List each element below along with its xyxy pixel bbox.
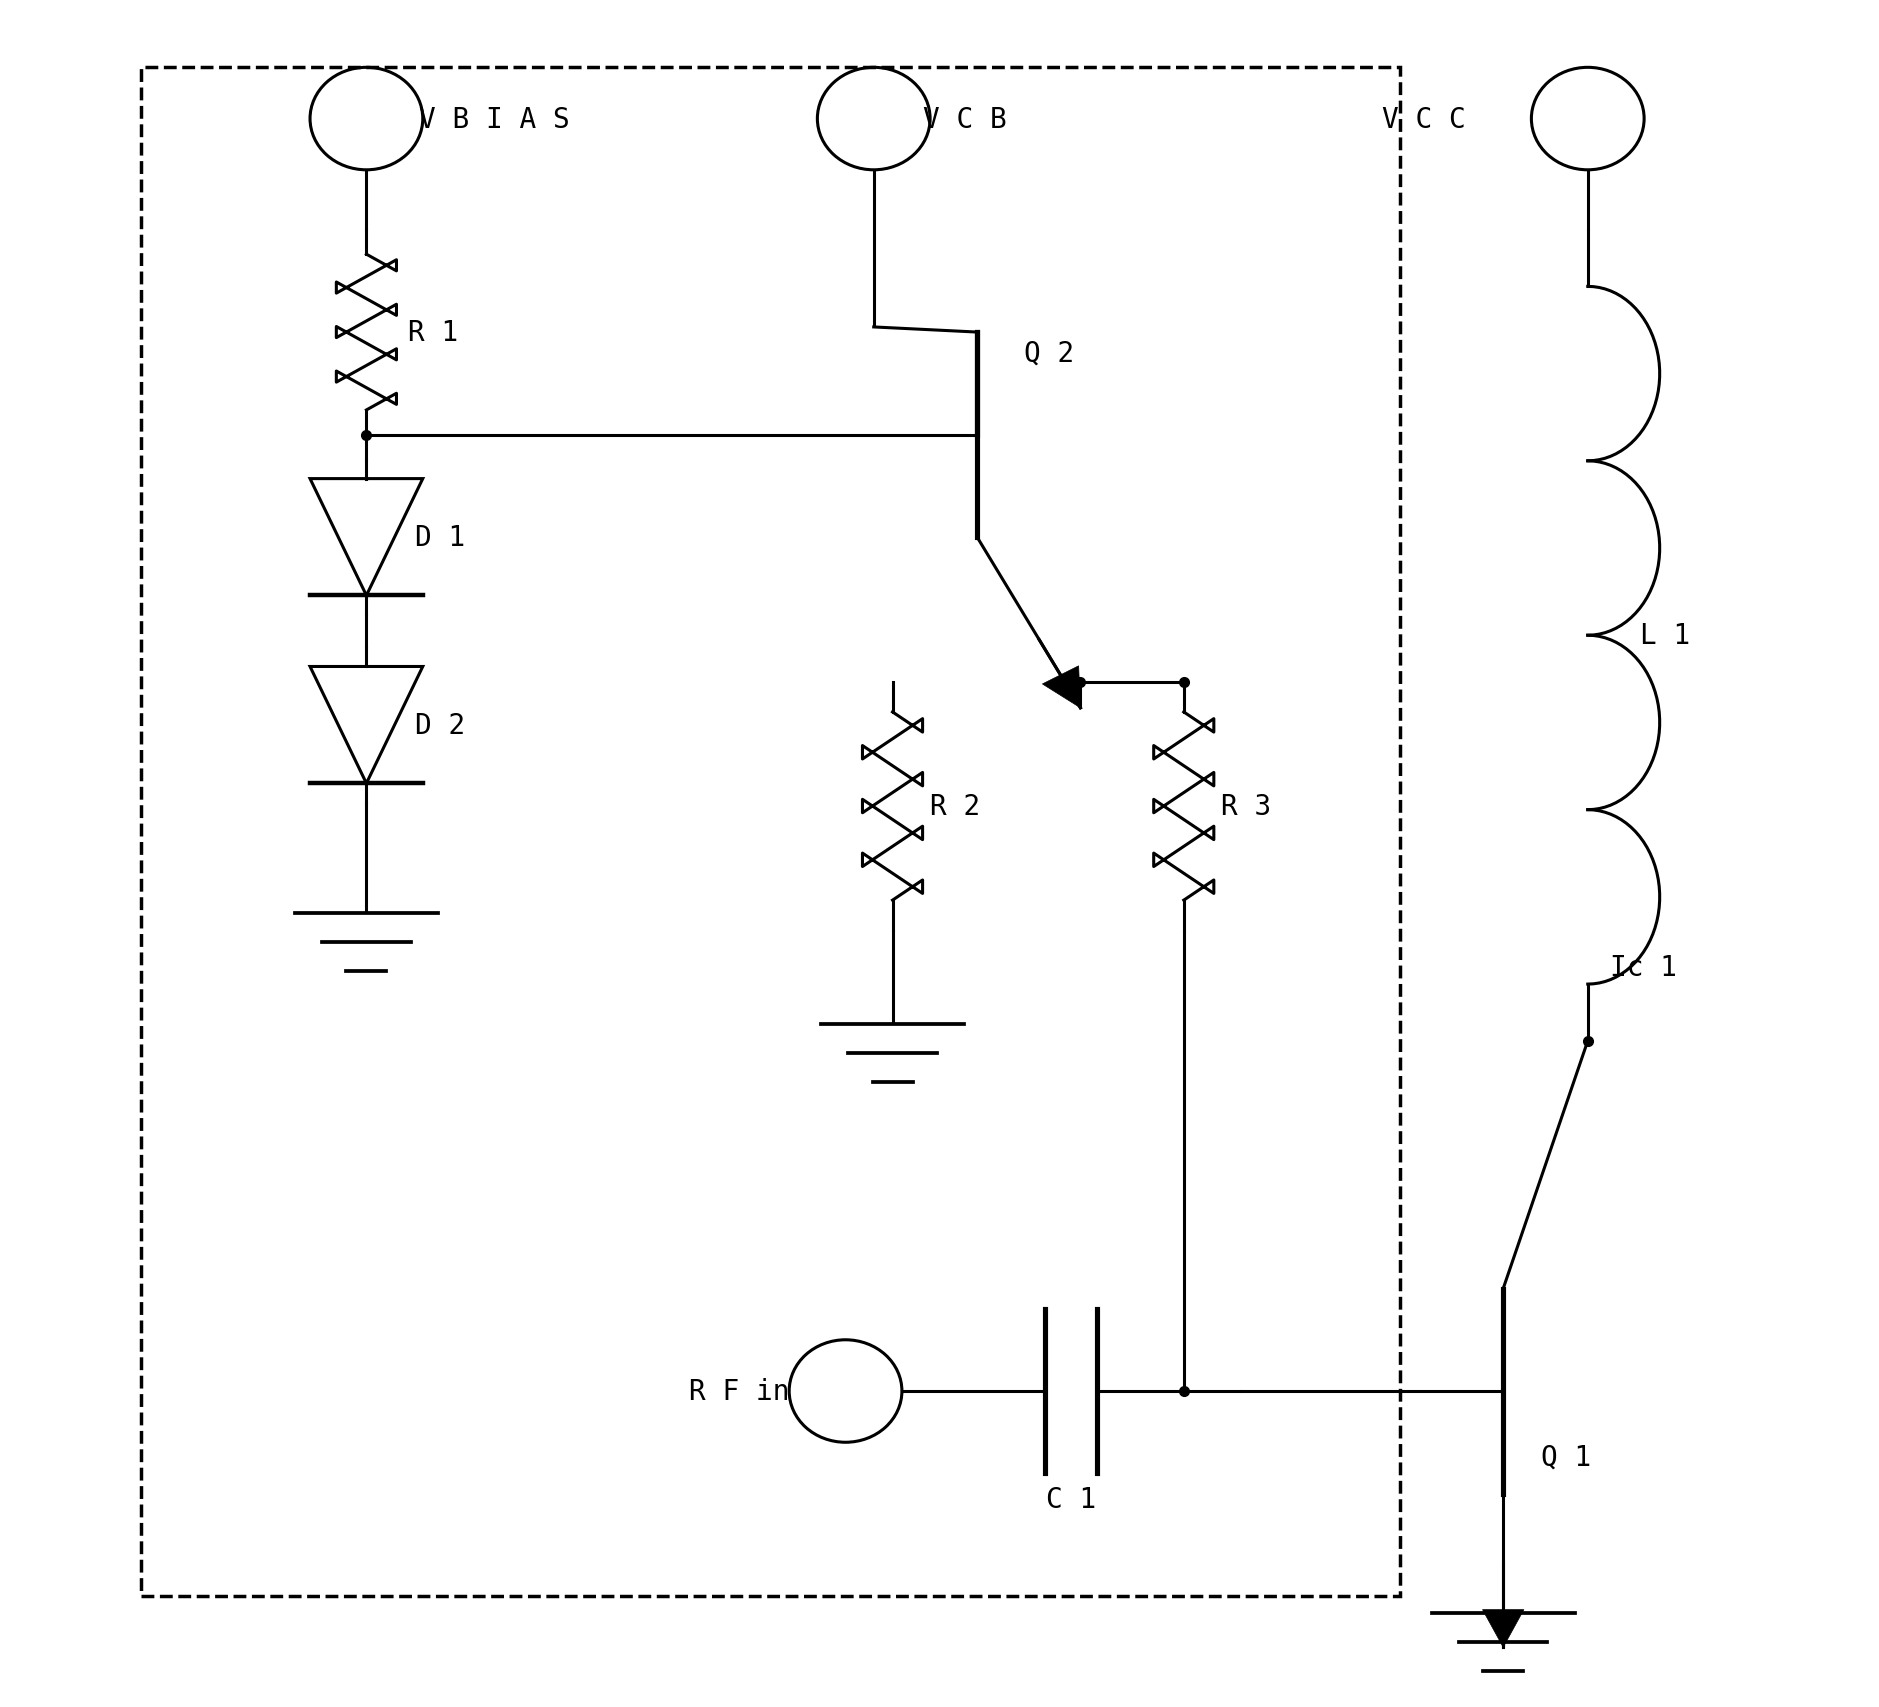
Text: C 1: C 1 <box>1047 1485 1095 1512</box>
Text: D 2: D 2 <box>415 712 466 739</box>
Text: V C C: V C C <box>1381 106 1466 133</box>
Text: R F in: R F in <box>690 1378 789 1405</box>
Text: R 3: R 3 <box>1221 792 1272 821</box>
Text: L 1: L 1 <box>1640 621 1691 650</box>
Text: R 2: R 2 <box>930 792 981 821</box>
Polygon shape <box>1483 1610 1524 1647</box>
Text: Q 1: Q 1 <box>1541 1442 1592 1470</box>
Text: V C B: V C B <box>923 106 1007 133</box>
Text: V B I A S: V B I A S <box>419 106 569 133</box>
Text: R 1: R 1 <box>408 319 458 347</box>
Polygon shape <box>1043 666 1080 708</box>
Text: D 1: D 1 <box>415 524 466 551</box>
Text: Ic 1: Ic 1 <box>1610 954 1678 982</box>
Text: Q 2: Q 2 <box>1024 340 1075 367</box>
